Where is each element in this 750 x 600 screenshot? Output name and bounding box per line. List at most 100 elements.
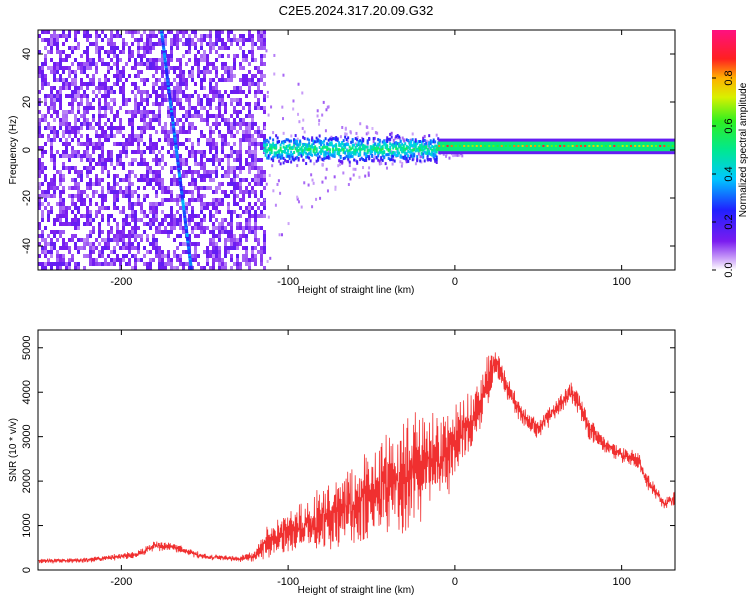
- heatmap-cell: [310, 173, 313, 177]
- heatmap-cell: [294, 141, 297, 145]
- heatmap-cell: [167, 230, 170, 234]
- heatmap-cell: [137, 30, 140, 34]
- heatmap-cell: [230, 154, 233, 158]
- heatmap-cell: [420, 146, 423, 150]
- heatmap-cell: [209, 34, 212, 38]
- heatmap-cell: [122, 98, 125, 102]
- heatmap-cell: [438, 144, 441, 147]
- heatmap-cell: [146, 234, 149, 238]
- heatmap-cell: [68, 110, 71, 114]
- heatmap-cell: [257, 198, 260, 202]
- heatmap-cell: [122, 50, 125, 54]
- heatmap-cell: [50, 114, 53, 118]
- heatmap-cell: [77, 186, 80, 190]
- heatmap-cell: [414, 139, 417, 143]
- heatmap-cell: [338, 143, 341, 147]
- heatmap-cell: [95, 34, 98, 38]
- heatmap-cell: [203, 78, 206, 82]
- heatmap-cell: [305, 155, 308, 159]
- heatmap-cell: [83, 190, 86, 194]
- heatmap-cell: [116, 154, 119, 158]
- heatmap-cell: [179, 158, 182, 162]
- heatmap-cell: [110, 122, 113, 126]
- heatmap-cell: [101, 186, 104, 190]
- heatmap-cell: [74, 114, 77, 118]
- heatmap-cell: [278, 140, 281, 144]
- heatmap-cell: [161, 190, 164, 194]
- heatmap-cell: [162, 49, 166, 53]
- heatmap-cell: [158, 222, 161, 226]
- heatmap-cell: [92, 78, 95, 82]
- heatmap-cell: [83, 114, 86, 118]
- heatmap-cell: [146, 50, 149, 54]
- heatmap-cell: [170, 222, 173, 226]
- heatmap-cell: [278, 159, 281, 163]
- heatmap-cell: [164, 122, 167, 126]
- heatmap-cell: [140, 158, 143, 162]
- heatmap-cell: [110, 150, 113, 154]
- heatmap-cell: [161, 62, 164, 66]
- heatmap-cell: [450, 144, 453, 147]
- heatmap-cell: [116, 130, 119, 134]
- heatmap-cell: [173, 110, 176, 114]
- heatmap-cell: [131, 210, 134, 214]
- heatmap-cell: [65, 82, 68, 86]
- heatmap-cell: [158, 38, 161, 42]
- heatmap-cell: [206, 262, 209, 266]
- heatmap-cell: [170, 218, 173, 222]
- heatmap-cell: [104, 162, 107, 166]
- heatmap-cell: [459, 144, 462, 147]
- heatmap-cell: [384, 142, 387, 146]
- heatmap-cell: [53, 118, 56, 122]
- heatmap-cell: [266, 95, 269, 99]
- heatmap-cell: [426, 154, 429, 158]
- heatmap-cell: [77, 102, 80, 106]
- heatmap-cell: [411, 152, 414, 156]
- heatmap-cell: [128, 98, 131, 102]
- heatmap-cell: [188, 218, 191, 222]
- heatmap-cell: [324, 156, 327, 160]
- heatmap-cell: [188, 202, 191, 206]
- heatmap-cell: [62, 66, 65, 70]
- heatmap-cell: [167, 70, 170, 74]
- heatmap-cell: [59, 210, 62, 214]
- heatmap-cell: [164, 64, 168, 68]
- heatmap-cell: [187, 251, 191, 255]
- heatmap-cell: [191, 74, 194, 78]
- heatmap-cell: [245, 210, 248, 214]
- heatmap-cell: [161, 40, 165, 44]
- heatmap-cell: [101, 214, 104, 218]
- heatmap-cell: [303, 137, 306, 141]
- heatmap-cell: [422, 152, 425, 156]
- heatmap-cell: [263, 246, 266, 250]
- heatmap-cell: [98, 226, 101, 230]
- heatmap-cell: [104, 34, 107, 38]
- heatmap-cell: [284, 140, 287, 144]
- heatmap-cell: [89, 198, 92, 202]
- heatmap-cell: [642, 144, 645, 147]
- heatmap-cell: [233, 134, 236, 138]
- heatmap-cell: [194, 246, 197, 250]
- heatmap-cell: [309, 144, 312, 148]
- heatmap-cell: [107, 234, 110, 238]
- heatmap-cell: [98, 114, 101, 118]
- heatmap-cell: [50, 50, 53, 54]
- heatmap-cell: [113, 62, 116, 66]
- heatmap-cell: [227, 122, 230, 126]
- heatmap-cell: [435, 144, 438, 148]
- heatmap-cell: [230, 78, 233, 82]
- heatmap-cell: [209, 98, 212, 102]
- heatmap-cell: [59, 126, 62, 130]
- heatmap-cell: [239, 102, 242, 106]
- heatmap-cell: [239, 118, 242, 122]
- heatmap-cell: [182, 242, 185, 246]
- heatmap-cell: [263, 186, 266, 190]
- heatmap-cell: [68, 46, 71, 50]
- heatmap-cell: [134, 138, 137, 142]
- heatmap-cell: [38, 202, 41, 206]
- heatmap-cell: [173, 94, 176, 98]
- heatmap-cell: [248, 126, 251, 130]
- heatmap-cell: [65, 262, 68, 266]
- heatmap-cell: [149, 150, 152, 154]
- heatmap-cell: [170, 258, 173, 262]
